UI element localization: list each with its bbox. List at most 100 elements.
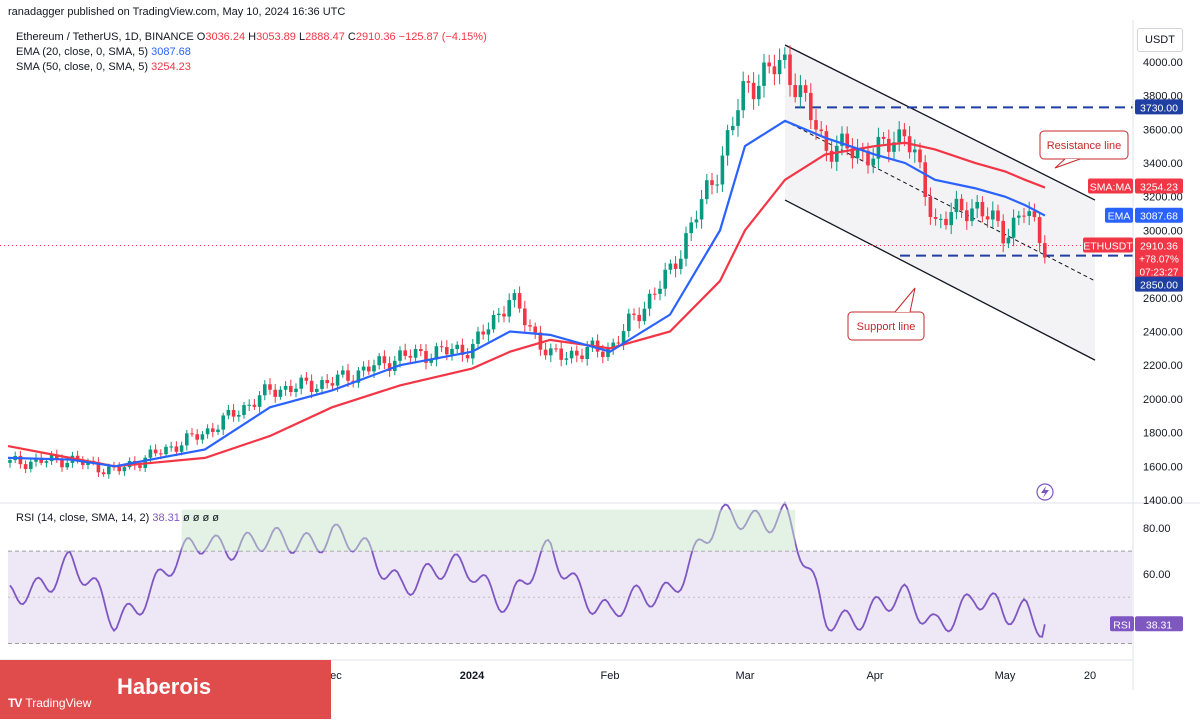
candle-body <box>1006 237 1011 244</box>
candle-body <box>55 454 59 459</box>
resistance-label-text: Resistance line <box>1047 140 1122 152</box>
ema-row[interactable]: EMA (20, close, 0, SMA, 5) 3087.68 <box>16 45 487 60</box>
candle-body <box>673 263 678 269</box>
candle-body <box>221 415 225 430</box>
candle-body <box>205 428 210 435</box>
candle-body <box>1011 217 1016 238</box>
candle-body <box>289 385 293 392</box>
candle-body <box>8 460 12 463</box>
candle-body <box>783 54 787 60</box>
candle-body <box>855 148 860 159</box>
candle-body <box>294 388 298 392</box>
candle-body <box>476 331 480 344</box>
candle-body <box>767 62 771 67</box>
tradingview-mark[interactable]: TV TradingView <box>8 696 91 710</box>
sma-label: SMA (50, close, 0, SMA, 5) <box>16 61 149 73</box>
rsi-legend-extras: ø ø ø ø <box>182 512 219 524</box>
symbol-title[interactable]: Ethereum / TetherUS, 1D, BINANCE <box>16 31 194 43</box>
candle-body <box>138 465 142 468</box>
channel-fill <box>785 45 1095 361</box>
candle-body <box>299 377 303 389</box>
candle-body <box>980 202 985 217</box>
candle-body <box>387 363 392 371</box>
candle-body <box>829 150 834 162</box>
candle-body <box>96 462 101 473</box>
currency-selector[interactable]: USDT <box>1137 28 1183 52</box>
candle-body <box>502 313 506 317</box>
tag-eth-bg <box>1135 237 1183 280</box>
ohlc-low: 2888.47 <box>305 31 345 43</box>
ohlc-open-label: O <box>196 31 206 43</box>
candle-body <box>819 129 823 132</box>
candle-body <box>642 308 647 322</box>
candle-body <box>268 384 272 390</box>
candle-body <box>23 464 28 470</box>
tag-ema-name-text: EMA <box>1108 211 1131 223</box>
price-tick-label: 3000.00 <box>1143 225 1183 237</box>
candle-body <box>460 344 465 355</box>
resistance-label-pointer <box>1054 158 1081 169</box>
candle-body <box>330 383 335 386</box>
candle-body <box>668 263 673 270</box>
candle-body <box>835 145 839 162</box>
tag-resistance-text: 3730.00 <box>1140 102 1178 114</box>
tag-sma-name-bg <box>1088 178 1133 194</box>
support-label-pointer <box>894 287 916 313</box>
sma-value: 3254.23 <box>151 61 191 73</box>
candle-body <box>39 458 43 463</box>
candle-body <box>866 150 870 166</box>
candle-body <box>580 355 584 359</box>
candle-body <box>663 269 667 289</box>
tag-rsi-name-text: RSI <box>1113 619 1131 631</box>
rsi-pane <box>8 501 1132 644</box>
tag-ema-value-text: 3087.68 <box>1140 211 1178 223</box>
candle-body <box>237 415 241 417</box>
symbol-row: Ethereum / TetherUS, 1D, BINANCE O3036.2… <box>16 30 487 45</box>
candle-body <box>569 350 574 359</box>
candle-body <box>528 325 532 327</box>
candle-body <box>996 210 1000 221</box>
candle-body <box>601 351 605 357</box>
candle-body <box>117 466 121 472</box>
candle-body <box>954 198 959 213</box>
ohlc-high: 3053.89 <box>256 31 296 43</box>
candle-body <box>315 388 319 392</box>
candle-body <box>705 180 709 200</box>
rsi-legend[interactable]: RSI (14, close, SMA, 14, 2) 38.31 ø ø ø … <box>16 512 219 524</box>
candle-body <box>211 428 215 432</box>
candle-body <box>928 196 933 218</box>
candle-body <box>231 409 236 417</box>
candle-body <box>944 218 948 226</box>
tag-ema-name-bg <box>1105 207 1133 223</box>
candle-body <box>81 460 85 465</box>
candle-body <box>741 81 745 111</box>
candle-body <box>304 377 309 381</box>
candle-body <box>1043 243 1047 258</box>
candle-body <box>122 467 127 472</box>
tag-eth-change-text: +78.07% <box>1139 255 1179 266</box>
tag-sma-name: SMA:MA <box>1088 178 1133 194</box>
candle-body <box>190 433 194 435</box>
candle-body <box>725 130 730 156</box>
candle-body <box>798 85 803 98</box>
tag-eth-name-text: ETHUSDT <box>1083 241 1133 253</box>
candle-body <box>777 59 782 75</box>
ohlc-close: 2910.36 <box>355 31 396 43</box>
candle-body <box>247 404 251 406</box>
sma-row[interactable]: SMA (50, close, 0, SMA, 5) 3254.23 <box>16 60 487 75</box>
ohlc-low-label: L <box>298 31 306 43</box>
candle-body <box>985 216 990 220</box>
chart-legend: Ethereum / TetherUS, 1D, BINANCE O3036.2… <box>16 30 487 75</box>
candle-body <box>273 389 277 397</box>
candle-body <box>497 313 501 316</box>
candle-body <box>465 354 470 359</box>
candle-body <box>975 202 979 209</box>
tag-sma-value: 3254.23 <box>1135 178 1183 194</box>
candle-body <box>970 208 974 222</box>
candle-body <box>897 129 901 143</box>
rsi-tick-label: 60.00 <box>1143 569 1171 581</box>
rsi-legend-label: RSI (14, close, SMA, 14, 2) <box>16 512 150 524</box>
chart-canvas[interactable]: Resistance line Support line 1400.00 1600.… <box>0 0 1200 690</box>
candle-body <box>845 133 849 149</box>
resistance-label-box <box>1039 130 1129 160</box>
